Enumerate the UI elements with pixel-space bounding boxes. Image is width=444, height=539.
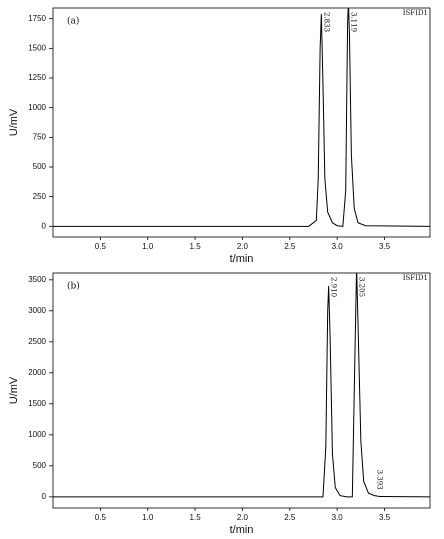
x-tick-label: 1.0 bbox=[142, 242, 154, 251]
trace bbox=[53, 273, 430, 498]
peak-label: 2.833 bbox=[322, 12, 330, 32]
x-tick-label: 1.0 bbox=[142, 513, 154, 522]
x-axis-label: t/min bbox=[230, 524, 254, 536]
y-tick-label: 750 bbox=[33, 132, 47, 141]
x-axis-label: t/min bbox=[230, 253, 254, 265]
y-tick-label: 1500 bbox=[28, 43, 46, 52]
x-tick-label: 1.5 bbox=[190, 242, 202, 251]
detector-label: ISFID1 bbox=[403, 274, 428, 282]
plot-frame bbox=[52, 272, 431, 509]
y-tick-label: 1500 bbox=[28, 399, 46, 408]
detector-label: ISFID1 bbox=[403, 9, 428, 17]
y-tick-label: 0 bbox=[42, 492, 47, 501]
y-axis-label: U/mV bbox=[8, 108, 20, 136]
y-tick-label: 500 bbox=[33, 461, 47, 470]
x-tick-label: 0.5 bbox=[95, 242, 107, 251]
panel-label: (b) bbox=[67, 281, 80, 292]
y-tick-label: 2500 bbox=[28, 337, 46, 346]
x-tick-label: 2.0 bbox=[237, 513, 249, 522]
chart-panel: 0 500 1000 1500 2000 2500 3000 3500 0.5 1.0 1.5 2.0… bbox=[8, 272, 431, 536]
x-tick-label: 3.5 bbox=[379, 242, 391, 251]
x-tick-label: 3.0 bbox=[332, 242, 344, 251]
x-tick-label: 3.0 bbox=[332, 513, 344, 522]
peak-label: 3.393 bbox=[375, 470, 383, 490]
x-tick-label: 0.5 bbox=[95, 513, 107, 522]
y-tick-label: 0 bbox=[42, 221, 47, 230]
chart-panel: 0 250 500 750 1000 1250 1500 1750 0.5 1.0 1.5 2.0 2.… bbox=[8, 7, 431, 265]
y-tick-label: 3500 bbox=[28, 275, 46, 284]
x-tick-label: 3.5 bbox=[379, 513, 391, 522]
y-tick-label: 1000 bbox=[28, 430, 46, 439]
peak-label: 3.205 bbox=[358, 277, 366, 297]
y-axis-label: U/mV bbox=[8, 376, 20, 404]
y-tick-label: 500 bbox=[33, 162, 47, 171]
x-tick-label: 2.5 bbox=[284, 242, 296, 251]
y-tick-label: 3000 bbox=[28, 306, 46, 315]
y-tick-label: 1250 bbox=[28, 73, 46, 82]
y-tick-label: 1000 bbox=[28, 103, 46, 112]
plot-frame bbox=[52, 7, 431, 238]
x-tick-label: 2.0 bbox=[237, 242, 249, 251]
x-tick-label: 2.5 bbox=[284, 513, 296, 522]
y-tick-label: 1750 bbox=[28, 14, 46, 23]
y-tick-label: 2000 bbox=[28, 368, 46, 377]
trace bbox=[53, 8, 430, 227]
peak-label: 2.910 bbox=[330, 277, 338, 297]
peak-label: 3.119 bbox=[349, 12, 357, 32]
panel-label: (a) bbox=[67, 16, 79, 27]
y-tick-label: 250 bbox=[33, 192, 47, 201]
x-tick-label: 1.5 bbox=[190, 513, 202, 522]
